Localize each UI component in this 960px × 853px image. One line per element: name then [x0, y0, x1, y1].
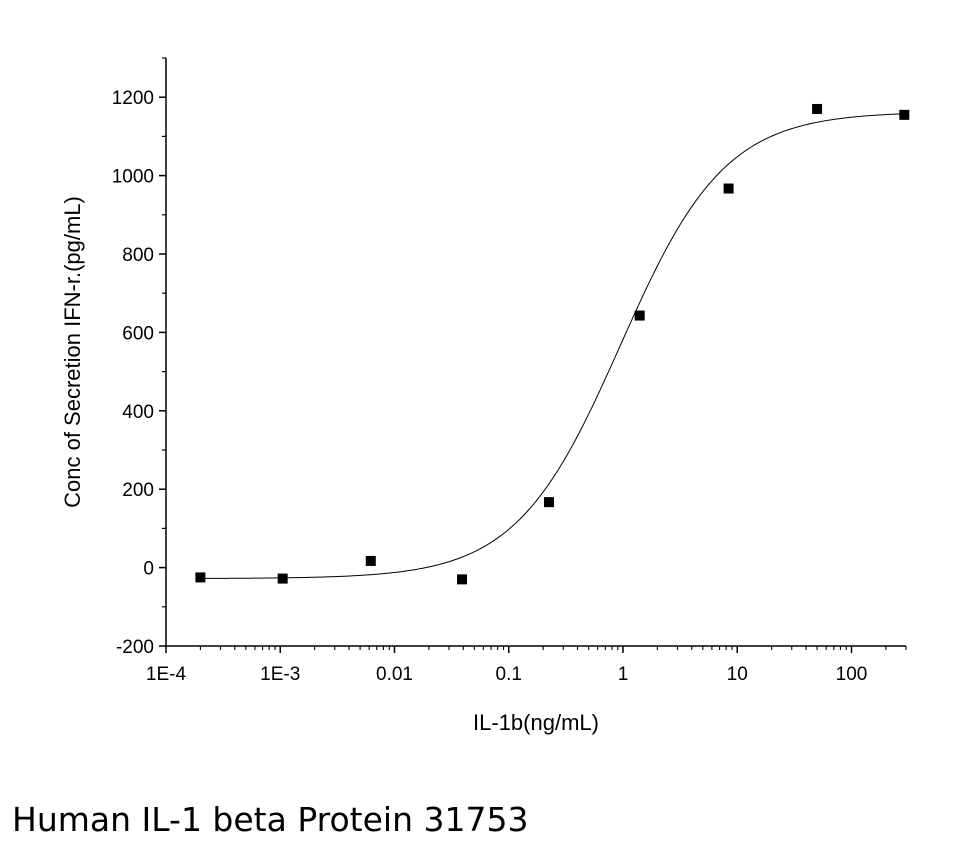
data-point	[543, 497, 554, 508]
y-tick-label: -200	[116, 637, 154, 658]
data-point	[899, 109, 910, 120]
y-tick-label: 1000	[112, 167, 154, 188]
y-tick-label: 600	[122, 323, 154, 344]
data-points	[195, 103, 910, 585]
data-point	[723, 183, 734, 194]
x-tick-label: 0.1	[496, 664, 522, 685]
y-tick-label: 800	[122, 245, 154, 266]
figure-caption: Human IL-1 beta Protein 31753	[12, 800, 529, 839]
fit-curve	[200, 113, 905, 579]
y-tick-label: 400	[122, 402, 154, 423]
data-point	[277, 573, 288, 584]
y-tick-label: 0	[143, 559, 154, 580]
x-tick-label: 1E-4	[146, 664, 187, 685]
y-tick-label: 200	[122, 480, 154, 501]
x-ticks: 1E-4 1E-3 0.01 0.1 1 10 100	[146, 646, 907, 685]
data-point	[634, 310, 645, 321]
data-point	[812, 103, 823, 114]
y-tick-label: 1200	[112, 88, 154, 109]
x-tick-label: 0.01	[376, 664, 413, 685]
x-tick-label: 1E-3	[260, 664, 300, 685]
x-tick-label: 1	[618, 664, 629, 685]
x-tick-label: 100	[836, 664, 868, 685]
x-tick-label: 10	[727, 664, 748, 685]
data-point	[365, 555, 376, 566]
y-axis-title: Conc of Secretion IFN-r.(pg/mL)	[60, 196, 85, 508]
data-point	[457, 574, 468, 585]
dose-response-chart: -200 0 200 400 600 800 1000 1200 1E-4 1E-3 0.01 0.…	[60, 57, 910, 735]
axes	[165, 58, 906, 647]
y-ticks: -200 0 200 400 600 800 1000 1200	[112, 57, 166, 658]
x-axis-title: IL-1b(ng/mL)	[473, 710, 599, 735]
data-point	[195, 572, 206, 583]
